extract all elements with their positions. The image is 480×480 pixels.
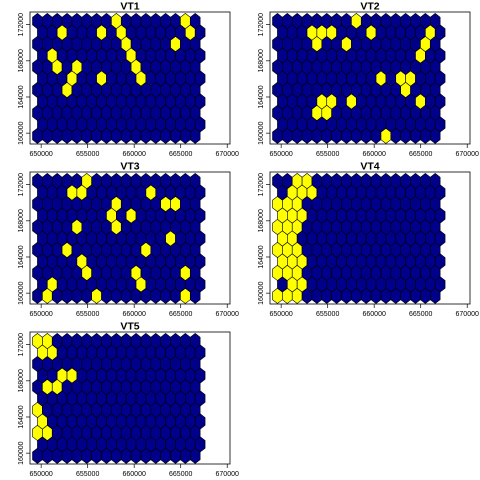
y-tick-label: 160000 [18,281,25,304]
panel-vt4: VT4 650000 655000 660000 665000 670000 160000 1… [258,161,479,319]
panel-title: VT3 [120,161,139,173]
hex-layer [272,13,446,144]
hex-cell [189,333,201,350]
panel-title: VT2 [360,1,379,13]
y-tick-label: 160000 [18,441,25,464]
hex-layer [32,333,206,464]
panel-title: VT5 [120,321,139,333]
y-tick-label: 168000 [258,209,265,232]
y-tick-label: 164000 [258,85,265,108]
x-tick-label: 665000 [169,151,192,158]
x-tick-label: 660000 [363,151,386,158]
panel-vt3: VT3 650000 655000 660000 665000 670000 160000 1… [18,161,239,319]
panel-title: VT4 [360,161,379,173]
x-tick-label: 660000 [363,311,386,318]
plot-frame [29,331,231,465]
x-tick-label: 660000 [123,471,146,478]
x-tick-label: 670000 [456,311,479,318]
x-tick-label: 655000 [316,151,339,158]
y-tick-label: 168000 [18,49,25,72]
y-tick-label: 160000 [258,281,265,304]
y-tick-label: 160000 [18,121,25,144]
y-tick-label: 164000 [18,85,25,108]
plot-frame [269,171,471,305]
panel-title: VT1 [120,1,139,13]
hex-cell [189,13,201,30]
x-tick-label: 665000 [409,311,432,318]
plot-frame [29,171,231,305]
hex-layer [272,173,446,304]
plot-frame [29,11,231,145]
x-tick-label: 670000 [216,471,239,478]
y-tick-label: 172000 [18,13,25,36]
y-tick-label: 168000 [18,209,25,232]
x-tick-label: 660000 [123,311,146,318]
y-tick-label: 172000 [258,13,265,36]
x-tick-label: 665000 [169,311,192,318]
x-tick-label: 655000 [316,311,339,318]
y-tick-label: 164000 [18,245,25,268]
x-tick-label: 650000 [29,471,52,478]
x-tick-label: 650000 [269,311,292,318]
hex-cell [429,13,441,30]
hex-cell [429,173,441,190]
panel-vt2: VT2 650000 655000 660000 665000 670000 160000 1… [258,1,479,159]
panel-vt1: VT1 650000 655000 660000 665000 670000 160000 1… [18,1,239,159]
x-tick-label: 670000 [216,151,239,158]
hex-layer [32,13,206,144]
y-tick-label: 160000 [258,121,265,144]
x-tick-label: 655000 [76,151,99,158]
x-tick-label: 665000 [169,471,192,478]
x-tick-label: 655000 [76,471,99,478]
y-tick-label: 172000 [18,333,25,356]
y-tick-label: 168000 [258,49,265,72]
plot-frame [269,11,471,145]
panel-vt5: VT5 650000 655000 660000 665000 670000 160000 1… [18,321,239,479]
y-tick-label: 164000 [258,245,265,268]
x-tick-label: 670000 [216,311,239,318]
x-tick-label: 665000 [409,151,432,158]
hex-cell [189,173,201,190]
x-tick-label: 650000 [29,311,52,318]
x-tick-label: 650000 [269,151,292,158]
x-tick-label: 670000 [456,151,479,158]
x-tick-label: 660000 [123,151,146,158]
y-tick-label: 172000 [258,173,265,196]
y-tick-label: 164000 [18,405,25,428]
hex-layer [32,173,206,304]
x-tick-label: 650000 [29,151,52,158]
y-tick-label: 168000 [18,369,25,392]
x-tick-label: 655000 [76,311,99,318]
y-tick-label: 172000 [18,173,25,196]
